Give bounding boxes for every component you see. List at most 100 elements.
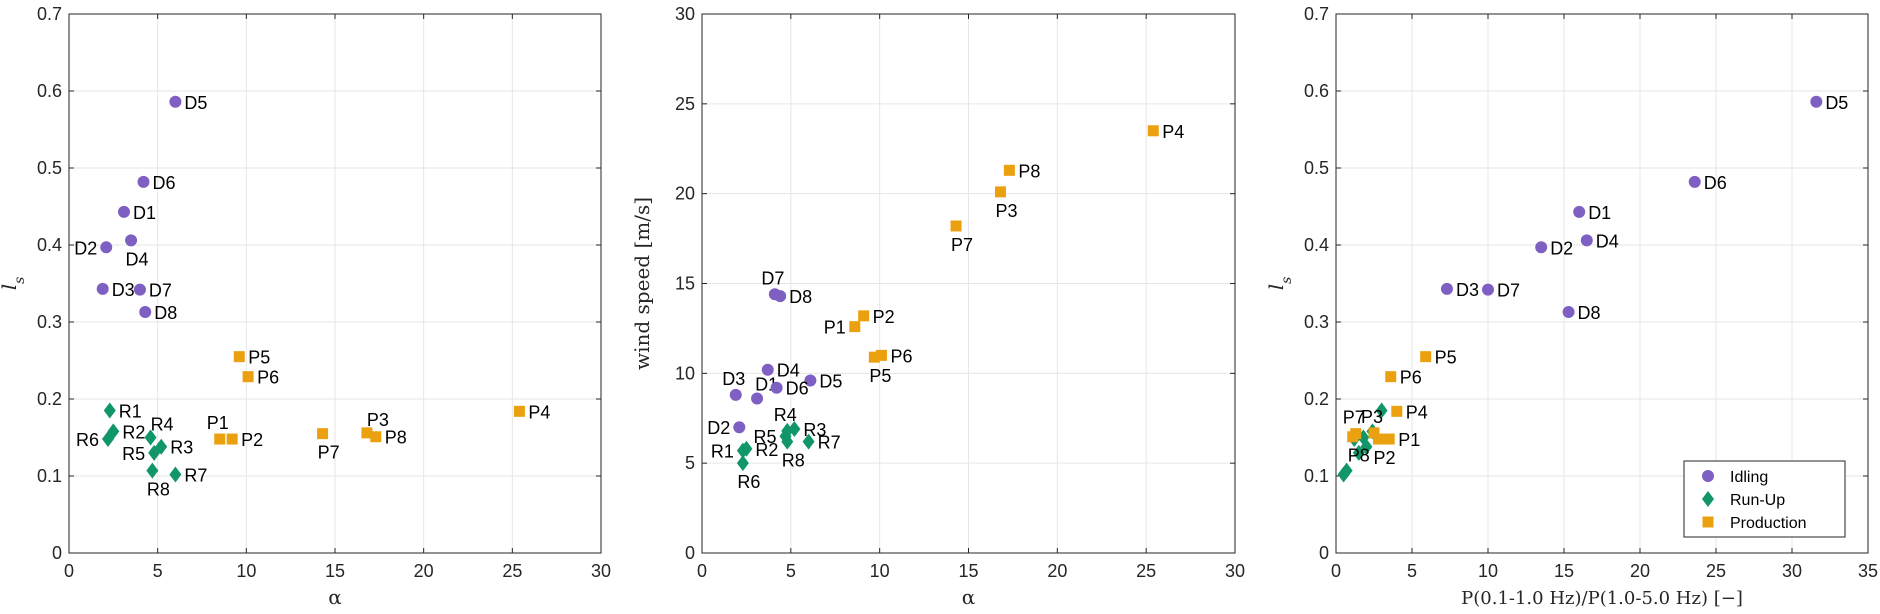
point-R1	[1375, 402, 1388, 419]
legend: Idling Run-Up Production	[1683, 460, 1846, 538]
point-label-R6: R6	[76, 430, 99, 450]
point-label-P4: P4	[528, 402, 550, 422]
point-label-D1: D1	[133, 203, 156, 223]
point-D1	[1573, 205, 1586, 218]
y-tick-label: 0.1	[1304, 466, 1329, 486]
axes-box	[1335, 13, 1869, 554]
x-tick-label: 25	[1706, 561, 1726, 581]
point-D6	[1688, 175, 1701, 188]
x-axis-label: α	[962, 585, 976, 609]
point-P4	[1391, 405, 1403, 417]
point-label-P7: P7	[1343, 408, 1365, 428]
point-label-R1: R1	[711, 442, 734, 462]
point-P6	[875, 349, 887, 361]
point-P1	[1383, 433, 1395, 445]
point-P1	[849, 321, 861, 333]
point-P8	[1003, 164, 1015, 176]
point-label-P6: P6	[257, 368, 279, 388]
point-R6	[736, 455, 749, 472]
point-label-D6: D6	[1704, 173, 1727, 193]
point-label-R5: R5	[753, 427, 776, 447]
point-P8	[370, 431, 382, 443]
panel-windspeed-vs-alpha: 0 5 10 15 20 25 30 0 5 10 15 20 25 30 α wind speed [m/s…	[630, 4, 1245, 609]
point-D5	[169, 95, 182, 108]
point-label-P8: P8	[385, 428, 407, 448]
y-tick-label: 0.7	[37, 4, 62, 24]
point-label-P5: P5	[1435, 348, 1457, 368]
point-label-D6: D6	[786, 379, 809, 399]
y-tick-label: 25	[675, 94, 695, 114]
point-P2	[858, 310, 870, 322]
point-D5	[804, 374, 817, 387]
y-axis-label: ls	[0, 277, 28, 291]
point-label-R6: R6	[737, 472, 760, 492]
point-R4	[144, 429, 157, 446]
legend-label-idling: Idling	[1730, 469, 1768, 486]
x-tick-label: 10	[236, 561, 256, 581]
y-tick-label: 0.1	[37, 466, 62, 486]
y-tick-label: 0	[685, 543, 695, 563]
y-tick-label: 0.5	[1304, 158, 1329, 178]
y-tick-label: 0.4	[37, 235, 62, 255]
legend-label-production: Production	[1730, 515, 1807, 532]
x-tick-label: 20	[1047, 561, 1067, 581]
point-D3	[729, 388, 742, 401]
point-label-R7: R7	[818, 433, 841, 453]
point-D7	[133, 283, 146, 296]
point-label-R8: R8	[782, 451, 805, 471]
y-tick-label: 0.3	[37, 312, 62, 332]
point-label-P2: P2	[873, 307, 895, 327]
point-label-P1: P1	[824, 318, 846, 338]
y-tick-label: 0.2	[37, 389, 62, 409]
point-D2	[100, 241, 113, 254]
x-tick-label: 35	[1858, 561, 1878, 581]
point-label-D7: D7	[1497, 281, 1520, 301]
x-tick-label: 5	[153, 561, 163, 581]
x-tick-label: 30	[1782, 561, 1802, 581]
point-D8	[139, 305, 152, 318]
point-D6	[137, 175, 150, 188]
point-label-P8: P8	[1018, 161, 1040, 181]
y-tick-label: 0.6	[1304, 81, 1329, 101]
x-tick-label: 20	[1630, 561, 1650, 581]
y-tick-label: 0.2	[1304, 389, 1329, 409]
point-label-D7: D7	[149, 281, 172, 301]
point-label-P5: P5	[869, 366, 891, 386]
x-tick-label: 15	[325, 561, 345, 581]
point-label-D2: D2	[707, 418, 730, 438]
point-label-R2: R2	[755, 440, 778, 460]
y-axis-label: ls	[1264, 277, 1295, 291]
point-D7	[1482, 283, 1494, 296]
point-label-R4: R4	[774, 405, 797, 425]
point-label-R8: R8	[147, 480, 170, 500]
point-R8	[781, 433, 794, 450]
y-tick-label: 0.6	[37, 81, 62, 101]
y-tick-label: 0	[52, 543, 62, 563]
x-tick-label: 25	[502, 561, 522, 581]
point-label-R7: R7	[184, 465, 207, 485]
y-tick-label: 0.7	[1304, 4, 1329, 24]
point-label-R1: R1	[119, 402, 142, 422]
point-D4	[125, 234, 138, 247]
point-R2	[740, 440, 753, 457]
x-tick-label: 15	[1554, 561, 1574, 581]
point-label-D4: D4	[126, 249, 149, 269]
x-axis-label: P(0.1-1.0 Hz)/P(1.0-5.0 Hz) [−]	[1461, 588, 1743, 609]
point-D1	[751, 392, 764, 405]
point-label-P4: P4	[1406, 402, 1428, 422]
x-tick-label: 30	[591, 561, 611, 581]
point-P6	[1385, 371, 1397, 383]
point-label-R5: R5	[122, 444, 145, 464]
point-label-P5: P5	[248, 348, 270, 368]
point-label-D1: D1	[1588, 203, 1611, 223]
x-tick-label: 10	[1478, 561, 1498, 581]
point-label-D8: D8	[154, 303, 177, 323]
legend-label-run-up: Run-Up	[1730, 492, 1785, 509]
point-label-D2: D2	[1550, 238, 1573, 258]
point-label-P3: P3	[367, 410, 389, 430]
point-label-P4: P4	[1162, 122, 1184, 142]
point-P2	[1373, 433, 1385, 445]
point-label-P7: P7	[318, 443, 340, 463]
point-R8	[146, 462, 159, 479]
